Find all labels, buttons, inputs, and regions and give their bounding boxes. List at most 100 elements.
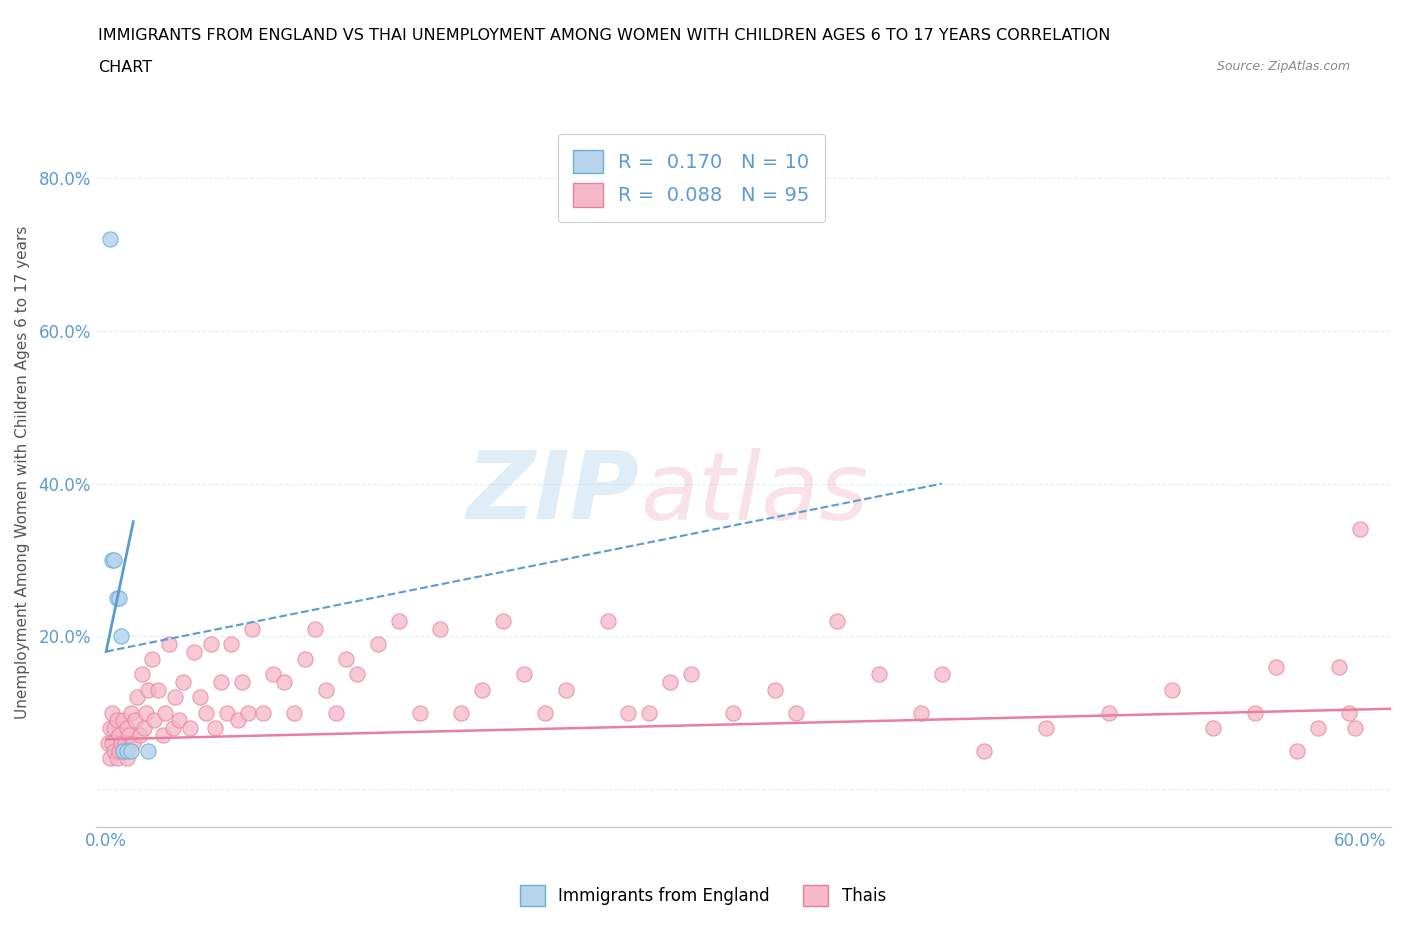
Point — [122, 736, 145, 751]
Point — [492, 614, 515, 629]
Point — [931, 667, 953, 682]
Point — [107, 728, 129, 743]
Point — [111, 743, 134, 758]
Point — [152, 728, 174, 743]
Point — [101, 705, 124, 720]
Point — [638, 705, 661, 720]
Point — [132, 721, 155, 736]
Point — [273, 674, 295, 689]
Point — [107, 743, 129, 758]
Point — [283, 705, 305, 720]
Point — [1306, 721, 1329, 736]
Point — [111, 743, 134, 758]
Point — [136, 683, 159, 698]
Point — [1244, 705, 1267, 720]
Point — [1285, 743, 1308, 758]
Point — [143, 712, 166, 727]
Point — [115, 751, 138, 765]
Point — [141, 652, 163, 667]
Point — [111, 712, 134, 727]
Point — [226, 712, 249, 727]
Point — [262, 667, 284, 682]
Point — [763, 683, 786, 698]
Point — [325, 705, 347, 720]
Point — [681, 667, 703, 682]
Point — [179, 721, 201, 736]
Point — [1098, 705, 1121, 720]
Point — [127, 690, 149, 705]
Point — [429, 621, 451, 636]
Point — [165, 690, 187, 705]
Point — [110, 736, 132, 751]
Point — [98, 751, 121, 765]
Point — [124, 712, 146, 727]
Point — [101, 552, 124, 567]
Point — [1035, 721, 1057, 736]
Point — [534, 705, 557, 720]
Point — [103, 743, 125, 758]
Point — [105, 712, 128, 727]
Point — [304, 621, 326, 636]
Point — [294, 652, 316, 667]
Point — [659, 674, 682, 689]
Point — [153, 705, 176, 720]
Point — [135, 705, 157, 720]
Point — [103, 552, 125, 567]
Point — [128, 728, 150, 743]
Point — [103, 721, 125, 736]
Point — [335, 652, 357, 667]
Point — [101, 736, 124, 751]
Point — [1265, 659, 1288, 674]
Point — [107, 591, 129, 605]
Point — [388, 614, 411, 629]
Text: IMMIGRANTS FROM ENGLAND VS THAI UNEMPLOYMENT AMONG WOMEN WITH CHILDREN AGES 6 TO: IMMIGRANTS FROM ENGLAND VS THAI UNEMPLOY… — [98, 28, 1111, 43]
Point — [167, 712, 190, 727]
Point — [172, 674, 194, 689]
Point — [131, 667, 153, 682]
Point — [617, 705, 640, 720]
Point — [115, 743, 138, 758]
Point — [721, 705, 744, 720]
Point — [1327, 659, 1350, 674]
Point — [408, 705, 430, 720]
Legend: R =  0.170   N = 10, R =  0.088   N = 95: R = 0.170 N = 10, R = 0.088 N = 95 — [558, 134, 825, 222]
Point — [105, 591, 128, 605]
Point — [471, 683, 494, 698]
Point — [827, 614, 849, 629]
Point — [98, 232, 121, 246]
Point — [1348, 522, 1371, 537]
Point — [450, 705, 472, 720]
Point — [118, 728, 141, 743]
Point — [252, 705, 274, 720]
Point — [554, 683, 576, 698]
Legend: Immigrants from England, Thais: Immigrants from England, Thais — [513, 879, 893, 912]
Point — [114, 736, 136, 751]
Text: CHART: CHART — [98, 60, 152, 75]
Point — [868, 667, 890, 682]
Point — [200, 636, 222, 651]
Point — [157, 636, 180, 651]
Point — [204, 721, 226, 736]
Point — [162, 721, 184, 736]
Point — [346, 667, 368, 682]
Point — [1160, 683, 1182, 698]
Point — [1339, 705, 1361, 720]
Y-axis label: Unemployment Among Women with Children Ages 6 to 17 years: Unemployment Among Women with Children A… — [15, 225, 30, 719]
Point — [110, 629, 132, 644]
Point — [367, 636, 389, 651]
Point — [242, 621, 264, 636]
Point — [120, 743, 142, 758]
Point — [513, 667, 536, 682]
Point — [136, 743, 159, 758]
Point — [231, 674, 253, 689]
Point — [188, 690, 211, 705]
Point — [183, 644, 205, 659]
Point — [1344, 721, 1367, 736]
Point — [115, 721, 138, 736]
Point — [105, 751, 128, 765]
Point — [98, 721, 121, 736]
Point — [221, 636, 243, 651]
Point — [596, 614, 619, 629]
Point — [97, 736, 120, 751]
Point — [1202, 721, 1225, 736]
